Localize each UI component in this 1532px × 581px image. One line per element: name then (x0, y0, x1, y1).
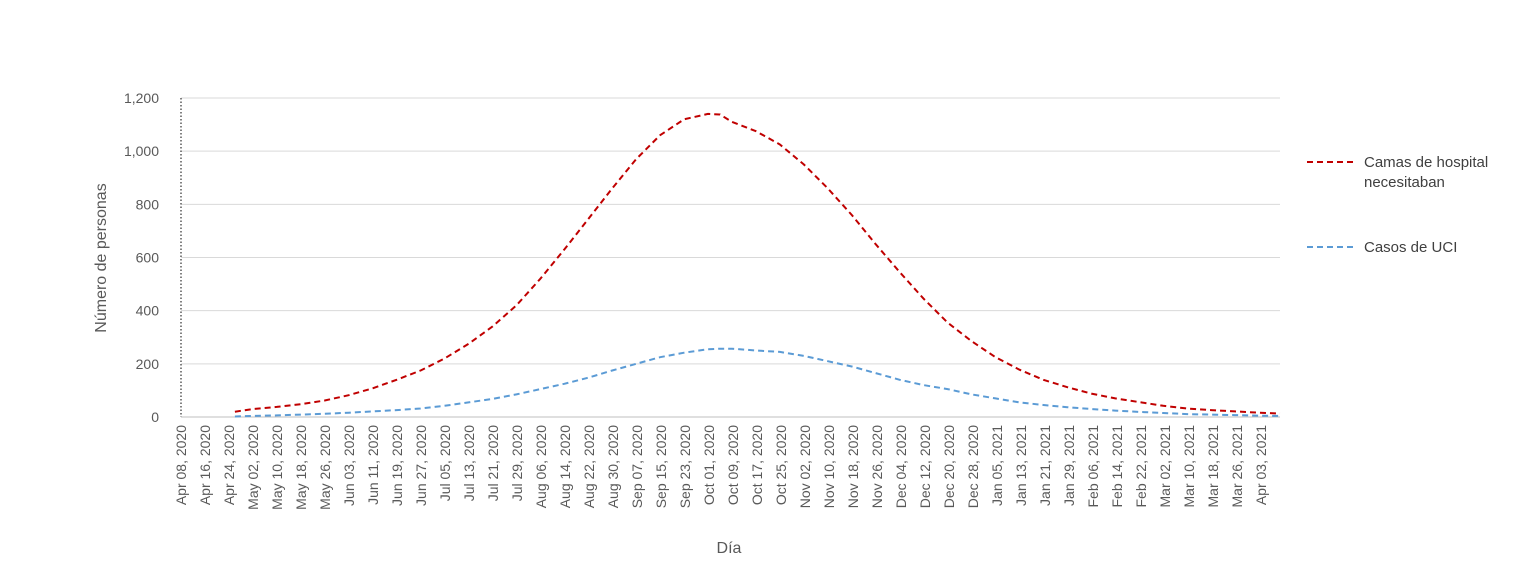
x-tick-label: Dec 04, 2020 (893, 425, 909, 508)
x-tick-label: Jan 21, 2021 (1037, 425, 1053, 506)
y-tick-labels: 0 200 400 600 800 1,000 1,200 (124, 90, 159, 425)
x-tick-label: Jun 11, 2020 (365, 425, 381, 505)
x-tick-label: Aug 30, 2020 (605, 425, 621, 509)
gridlines (181, 97, 1280, 365)
x-tick-label: Nov 18, 2020 (845, 425, 861, 508)
x-tick-label: Jan 29, 2021 (1061, 425, 1077, 506)
x-tick-label: May 18, 2020 (293, 425, 309, 510)
x-tick-label: Dec 20, 2020 (941, 425, 957, 508)
x-tick-label: Aug 22, 2020 (581, 425, 597, 509)
x-tick-label: May 10, 2020 (269, 425, 285, 510)
x-tick-label: Mar 18, 2021 (1205, 425, 1221, 508)
x-tick-label: Mar 02, 2021 (1157, 425, 1173, 508)
axes (180, 98, 1280, 418)
x-tick-label: Sep 07, 2020 (629, 425, 645, 509)
x-tick-label: Apr 16, 2020 (197, 425, 213, 505)
x-tick-label: Dec 28, 2020 (965, 425, 981, 508)
x-tick-label: Jan 13, 2021 (1013, 425, 1029, 506)
x-tick-label: Jan 05, 2021 (989, 425, 1005, 506)
x-tick-label: Feb 06, 2021 (1085, 425, 1101, 508)
x-tick-label: Jun 27, 2020 (413, 425, 429, 506)
x-tick-label: May 26, 2020 (317, 425, 333, 510)
x-tick-label: Mar 10, 2021 (1181, 425, 1197, 508)
x-tick-label: Apr 24, 2020 (221, 425, 237, 505)
x-tick-label: Jun 19, 2020 (389, 425, 405, 506)
x-tick-label: Jul 21, 2020 (485, 425, 501, 501)
legend-label-2: Casos de UCI (1364, 239, 1457, 256)
x-tick-label: Sep 23, 2020 (677, 425, 693, 509)
x-tick-label: Mar 26, 2021 (1229, 425, 1245, 508)
y-axis-title: Número de personas (93, 183, 110, 332)
y-tick-label: 1,200 (124, 90, 159, 106)
y-tick-label: 800 (136, 196, 160, 212)
series-line-2 (234, 347, 1281, 418)
legend: Camas de hospital necesitaban Casos de UCI (1307, 154, 1488, 256)
x-tick-label: Aug 14, 2020 (557, 425, 573, 509)
x-tick-label: Apr 08, 2020 (173, 425, 189, 505)
y-tick-label: 200 (136, 356, 160, 372)
x-tick-label: Sep 15, 2020 (653, 425, 669, 509)
series-line-1 (234, 112, 1281, 415)
x-tick-label: Feb 22, 2021 (1133, 425, 1149, 508)
y-tick-label: 1,000 (124, 143, 159, 159)
y-tick-label: 400 (136, 303, 160, 319)
x-tick-label: Feb 14, 2021 (1109, 425, 1125, 508)
x-tick-label: Aug 06, 2020 (533, 425, 549, 509)
x-tick-label: Jul 13, 2020 (461, 425, 477, 501)
x-tick-label: Jun 03, 2020 (341, 425, 357, 506)
x-tick-label: Jul 05, 2020 (437, 425, 453, 501)
x-tick-label: Nov 26, 2020 (869, 425, 885, 508)
x-tick-label: Oct 01, 2020 (701, 425, 717, 505)
x-tick-labels: Apr 08, 2020 Apr 16, 2020 Apr 24, 2020 May … (173, 425, 1269, 510)
x-tick-label: Nov 02, 2020 (797, 425, 813, 508)
x-tick-label: Jul 29, 2020 (509, 425, 525, 501)
y-tick-label: 600 (136, 250, 160, 266)
series-lines (234, 112, 1281, 418)
x-tick-label: May 02, 2020 (245, 425, 261, 510)
x-tick-label: Oct 09, 2020 (725, 425, 741, 505)
legend-label-1: Camas de hospital necesitaban (1364, 154, 1488, 191)
x-tick-label: Dec 12, 2020 (917, 425, 933, 508)
y-tick-label: 0 (151, 409, 159, 425)
x-tick-label: Apr 03, 2021 (1253, 425, 1269, 505)
x-tick-label: Oct 17, 2020 (749, 425, 765, 505)
x-tick-label: Oct 25, 2020 (773, 425, 789, 505)
x-axis-title: Día (717, 540, 742, 557)
x-tick-label: Nov 10, 2020 (821, 425, 837, 508)
